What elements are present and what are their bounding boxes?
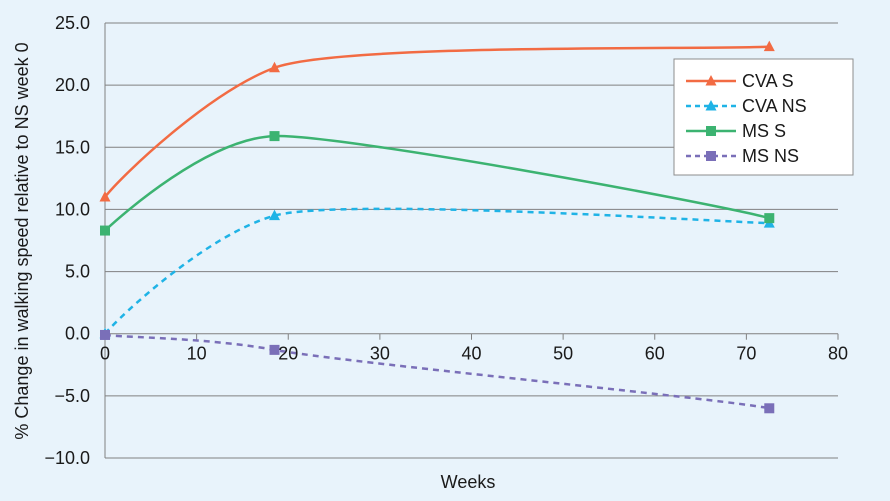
series-line-cva-ns — [104, 207, 770, 335]
legend-item-cva-ns: CVA NS — [686, 96, 807, 116]
series-line-cva-s — [104, 45, 770, 198]
legend-item-ms-ns: MS NS — [686, 146, 799, 166]
x-tick-label: 50 — [553, 344, 573, 364]
data-point-cva-s — [763, 40, 775, 52]
y-axis-title: % Change in walking speed relative to NS… — [12, 42, 32, 439]
y-tick-label: 20.0 — [55, 75, 90, 95]
x-tick-label: 70 — [736, 344, 756, 364]
legend-item-ms-s: MS S — [686, 121, 786, 141]
data-point-ms-ns — [269, 344, 280, 355]
y-tick-label: 5.0 — [65, 262, 90, 282]
x-tick-label: 60 — [645, 344, 665, 364]
series-layer — [99, 40, 775, 414]
y-tick-label: 0.0 — [65, 324, 90, 344]
series-ms-s — [100, 131, 775, 236]
x-tick-label: 0 — [100, 344, 110, 364]
data-point-ms-s — [764, 213, 775, 224]
legend-swatch-marker — [705, 75, 717, 86]
data-point-ms-s — [269, 131, 280, 142]
legend-swatch-marker — [706, 126, 716, 136]
legend-label: MS NS — [742, 146, 799, 166]
tick-layer: 25.0 20.0 15.0 10.0 5.0 0.0 −5.0 −10.0 0 10 20 30 40… — [44, 13, 848, 468]
series-line-ms-s — [104, 134, 770, 232]
y-tick-label: −10.0 — [44, 448, 90, 468]
x-tick-label: 20 — [278, 344, 298, 364]
data-point-cva-s — [269, 61, 281, 73]
legend-item-cva-s: CVA S — [686, 71, 794, 91]
series-cva-ns — [99, 207, 775, 339]
legend-swatch-marker — [705, 100, 717, 111]
y-tick-label: −5.0 — [54, 386, 90, 406]
y-tick-label: 25.0 — [55, 13, 90, 33]
x-axis-title: Weeks — [441, 472, 496, 492]
x-tick-label: 30 — [370, 344, 390, 364]
data-point-cva-ns — [269, 209, 281, 221]
y-tick-label: 10.0 — [55, 199, 90, 219]
legend-label: CVA NS — [742, 96, 807, 116]
legend-box — [673, 58, 854, 176]
legend: CVA S CVA NS MS S MS NS — [673, 58, 854, 176]
x-tick-label: 40 — [461, 344, 481, 364]
legend-swatch-marker — [706, 151, 716, 161]
data-point-cva-s — [99, 191, 111, 202]
legend-label: MS S — [742, 121, 786, 141]
data-point-ms-ns — [100, 329, 110, 340]
series-cva-s — [99, 40, 775, 202]
axis-layer — [104, 23, 839, 458]
series-line-ms-ns — [104, 333, 770, 410]
x-tick-label: 80 — [828, 344, 848, 364]
x-tick-label: 10 — [187, 344, 207, 364]
data-point-ms-s — [100, 225, 110, 236]
data-point-ms-ns — [764, 403, 775, 414]
y-tick-label: 15.0 — [55, 137, 90, 157]
legend-label: CVA S — [742, 71, 794, 91]
series-ms-ns — [100, 329, 775, 414]
